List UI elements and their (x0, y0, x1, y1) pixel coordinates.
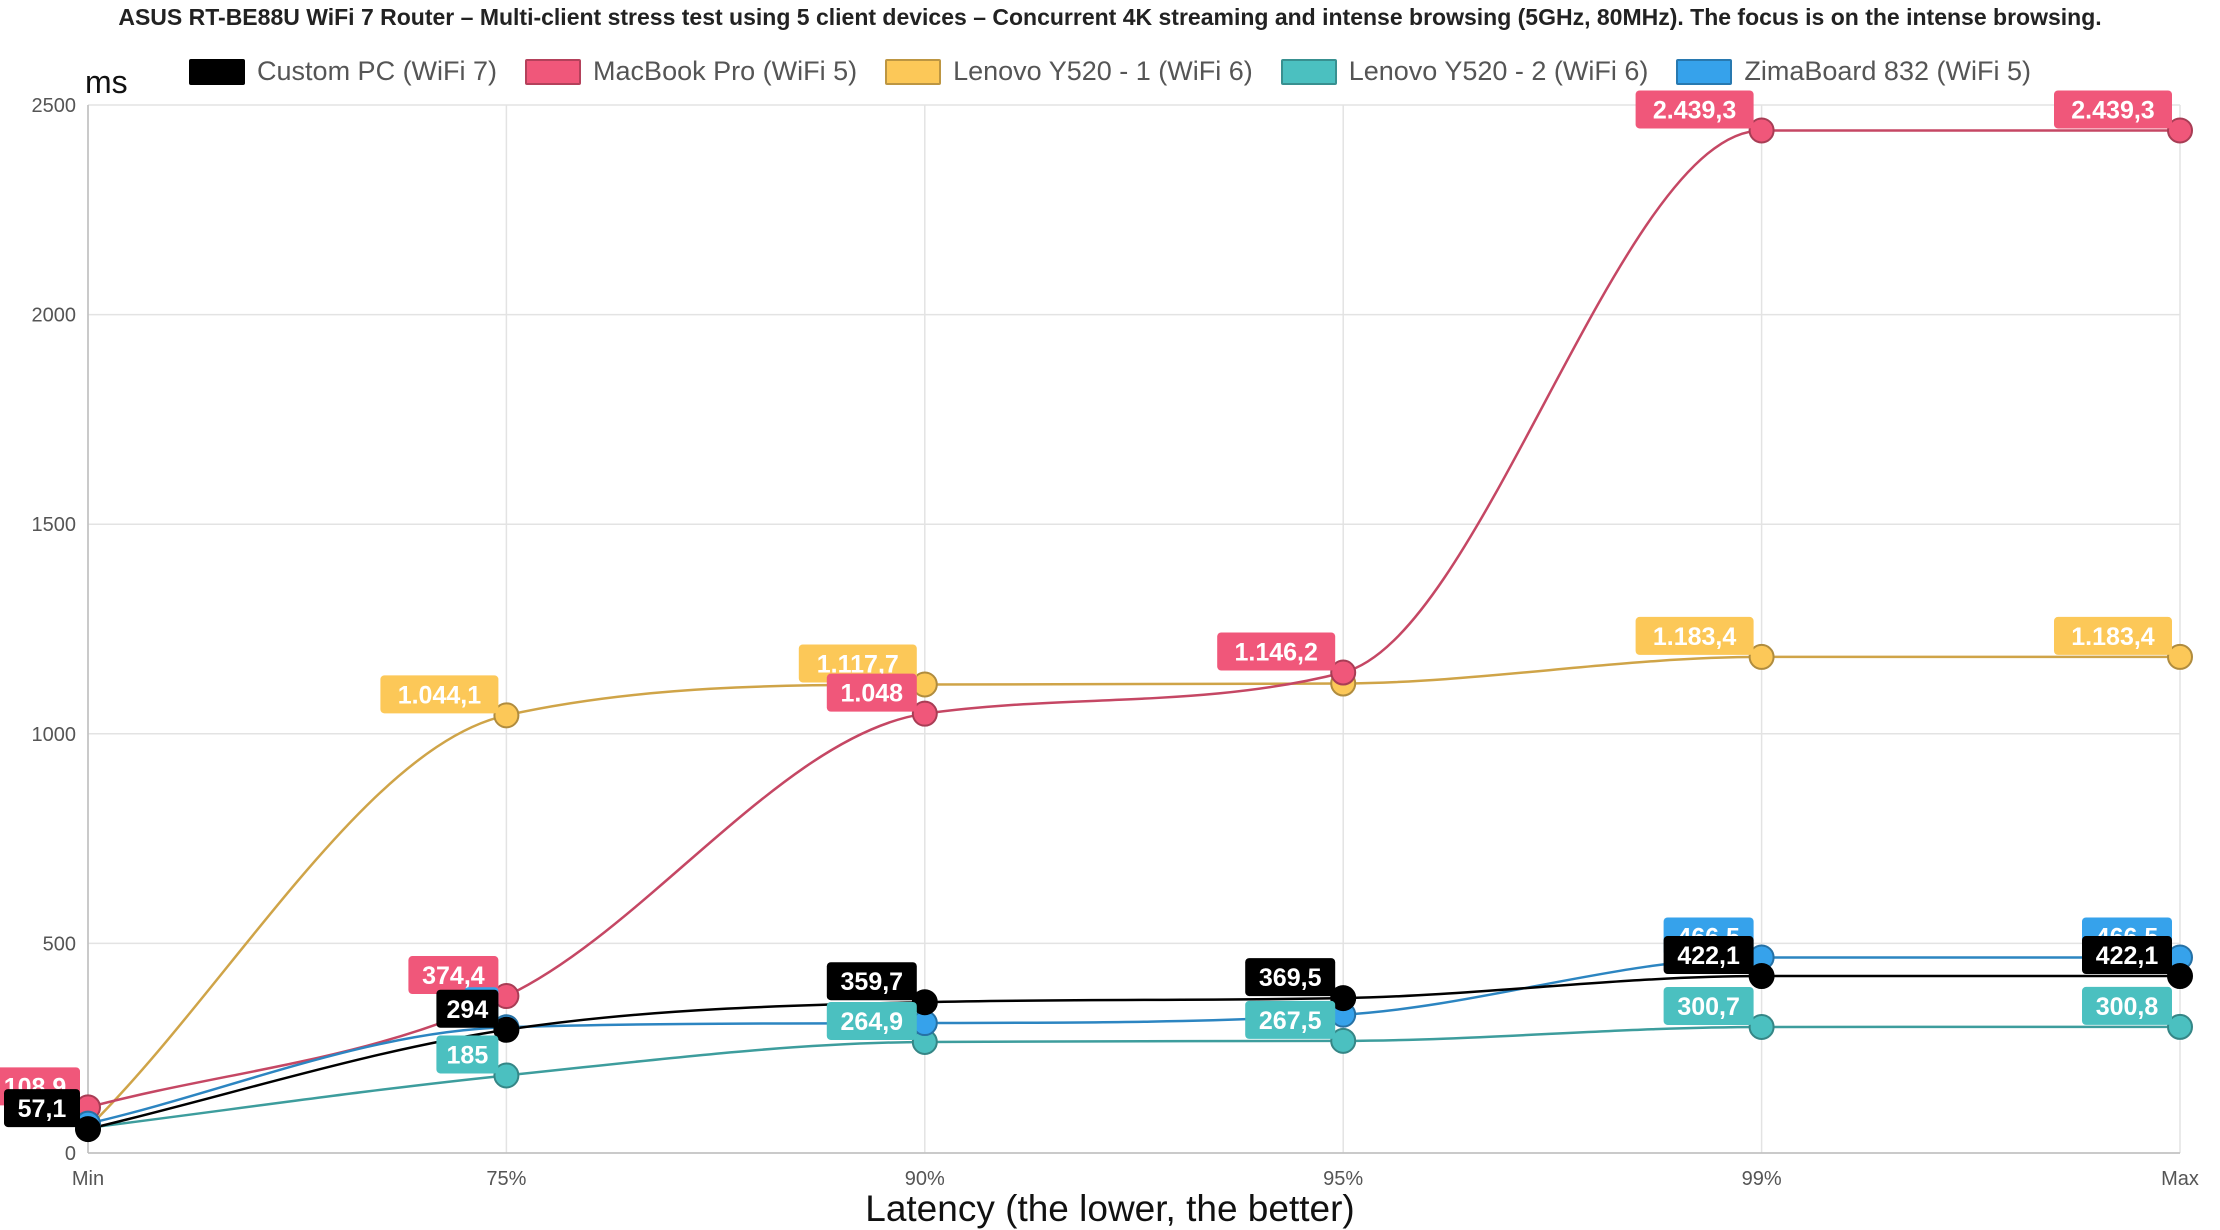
data-label-box (1217, 632, 1336, 671)
legend-label-zimaboard: ZimaBoard 832 (WiFi 5) (1744, 56, 2031, 86)
data-label: 1.146,2 (1234, 639, 1317, 667)
data-point (1330, 985, 1357, 1012)
data-label: 1.183,4 (1653, 623, 1737, 651)
data-point (1330, 659, 1357, 686)
legend-swatch-custom-pc (189, 58, 246, 85)
data-point (1330, 1027, 1357, 1054)
x-axis-title: Latency (the lower, the better) (865, 1188, 1355, 1229)
series-line (87, 974, 2180, 1131)
legend: Custom PC (WiFi 7) MacBook Pro (WiFi 5) … (0, 56, 2220, 87)
y-tick-label: 500 (43, 933, 76, 955)
data-label-box (1245, 958, 1336, 997)
series-line (87, 655, 2180, 1129)
data-point (1748, 1013, 1775, 1040)
data-label-box (798, 644, 917, 683)
legend-item-lenovo-2[interactable]: Lenovo Y520 - 2 (WiFi 6) (1280, 56, 1649, 87)
legend-swatch-lenovo-1 (885, 58, 942, 85)
data-point (911, 700, 938, 727)
legend-label-macbook-pro: MacBook Pro (WiFi 5) (593, 56, 858, 86)
legend-label-custom-pc: Custom PC (WiFi 7) (257, 56, 498, 86)
x-tick-label: 95% (1323, 1168, 1363, 1190)
data-label: 1.183,4 (2071, 623, 2155, 651)
data-label: 267,5 (1259, 1007, 1322, 1035)
data-label-box (1635, 90, 1754, 129)
data-point (1748, 643, 1775, 670)
data-label-box (826, 673, 917, 712)
y-tick-label: 1500 (32, 514, 77, 536)
data-label: 1.048 (841, 680, 904, 708)
data-point (493, 1016, 520, 1043)
data-label: 374,4 (422, 962, 485, 990)
data-label: 300,7 (1677, 993, 1740, 1021)
data-label-box (1635, 616, 1754, 655)
data-label: 57,1 (18, 1095, 67, 1123)
series-line (87, 129, 2180, 1109)
data-label-box (380, 675, 499, 714)
data-label-box (2082, 986, 2172, 1025)
series-line (87, 1025, 2181, 1130)
x-tick-label: Max (2161, 1168, 2199, 1190)
data-label-box (826, 1001, 917, 1040)
legend-item-custom-pc[interactable]: Custom PC (WiFi 7) (189, 56, 497, 87)
data-point (1748, 963, 1775, 990)
legend-item-zimaboard[interactable]: ZimaBoard 832 (WiFi 5) (1676, 56, 2031, 87)
x-tick-label: 90% (905, 1168, 945, 1190)
data-point (493, 1062, 520, 1089)
data-label: 359,7 (841, 968, 904, 996)
data-point (1748, 117, 1775, 144)
data-label-box (2054, 90, 2172, 129)
data-label: 369,5 (1259, 964, 1322, 992)
data-label-box (2054, 616, 2172, 655)
data-label: 185 (447, 1041, 489, 1069)
data-label: 2.439,3 (2071, 96, 2154, 124)
data-label-box (1663, 986, 1754, 1025)
data-label-box (4, 1089, 80, 1128)
legend-item-lenovo-1[interactable]: Lenovo Y520 - 1 (WiFi 6) (885, 56, 1253, 87)
data-label-box (436, 989, 499, 1028)
legend-swatch-macbook-pro (525, 58, 582, 85)
data-label: 422,1 (1677, 942, 1740, 970)
legend-label-lenovo-2: Lenovo Y520 - 2 (WiFi 6) (1348, 56, 1649, 86)
legend-item-macbook-pro[interactable]: MacBook Pro (WiFi 5) (525, 56, 857, 87)
x-tick-label: Min (72, 1168, 104, 1190)
x-tick-label: 99% (1742, 1168, 1782, 1190)
data-label: 2.439,3 (1653, 96, 1736, 124)
data-point (2167, 643, 2193, 670)
data-label: 264,9 (841, 1008, 904, 1036)
y-tick-label: 0 (65, 1143, 76, 1165)
data-point (493, 702, 520, 729)
y-tick-label: 1000 (32, 724, 77, 746)
data-point (2167, 117, 2193, 144)
chart-title: ASUS RT-BE88U WiFi 7 Router – Multi-clie… (118, 4, 2102, 30)
data-label: 294 (447, 996, 489, 1024)
x-tick-label: 75% (486, 1168, 526, 1190)
data-point (75, 1116, 101, 1143)
data-label: 1.044,1 (398, 681, 482, 709)
data-label-box (826, 962, 917, 1001)
data-point (2167, 1013, 2193, 1040)
y-tick-label: 2500 (32, 95, 77, 117)
series-line (87, 956, 2180, 1125)
series-points (75, 117, 2193, 1143)
data-labels: 1.044,11.117,71.183,4 1.183,4108,9374,41.… (0, 90, 2172, 1128)
y-axis-unit-label: ms (85, 64, 128, 100)
legend-swatch-lenovo-2 (1280, 58, 1337, 85)
series-lines (87, 129, 2181, 1131)
data-label-box (2082, 936, 2172, 975)
legend-label-lenovo-1: Lenovo Y520 - 1 (WiFi 6) (953, 56, 1253, 86)
data-label-box (408, 956, 499, 995)
data-point (2167, 963, 2193, 990)
data-label: 422,1 (2096, 942, 2159, 970)
data-label-box (1245, 1000, 1336, 1039)
legend-swatch-zimaboard (1676, 58, 1733, 85)
y-tick-label: 2000 (32, 305, 77, 327)
data-label-box (1663, 936, 1754, 975)
data-label-box (436, 1035, 499, 1074)
grid: 0 500 1000 1500 2000 2500 Min 75% 90% 95% 99% Max (32, 95, 2199, 1190)
data-label: 300,8 (2096, 993, 2159, 1021)
